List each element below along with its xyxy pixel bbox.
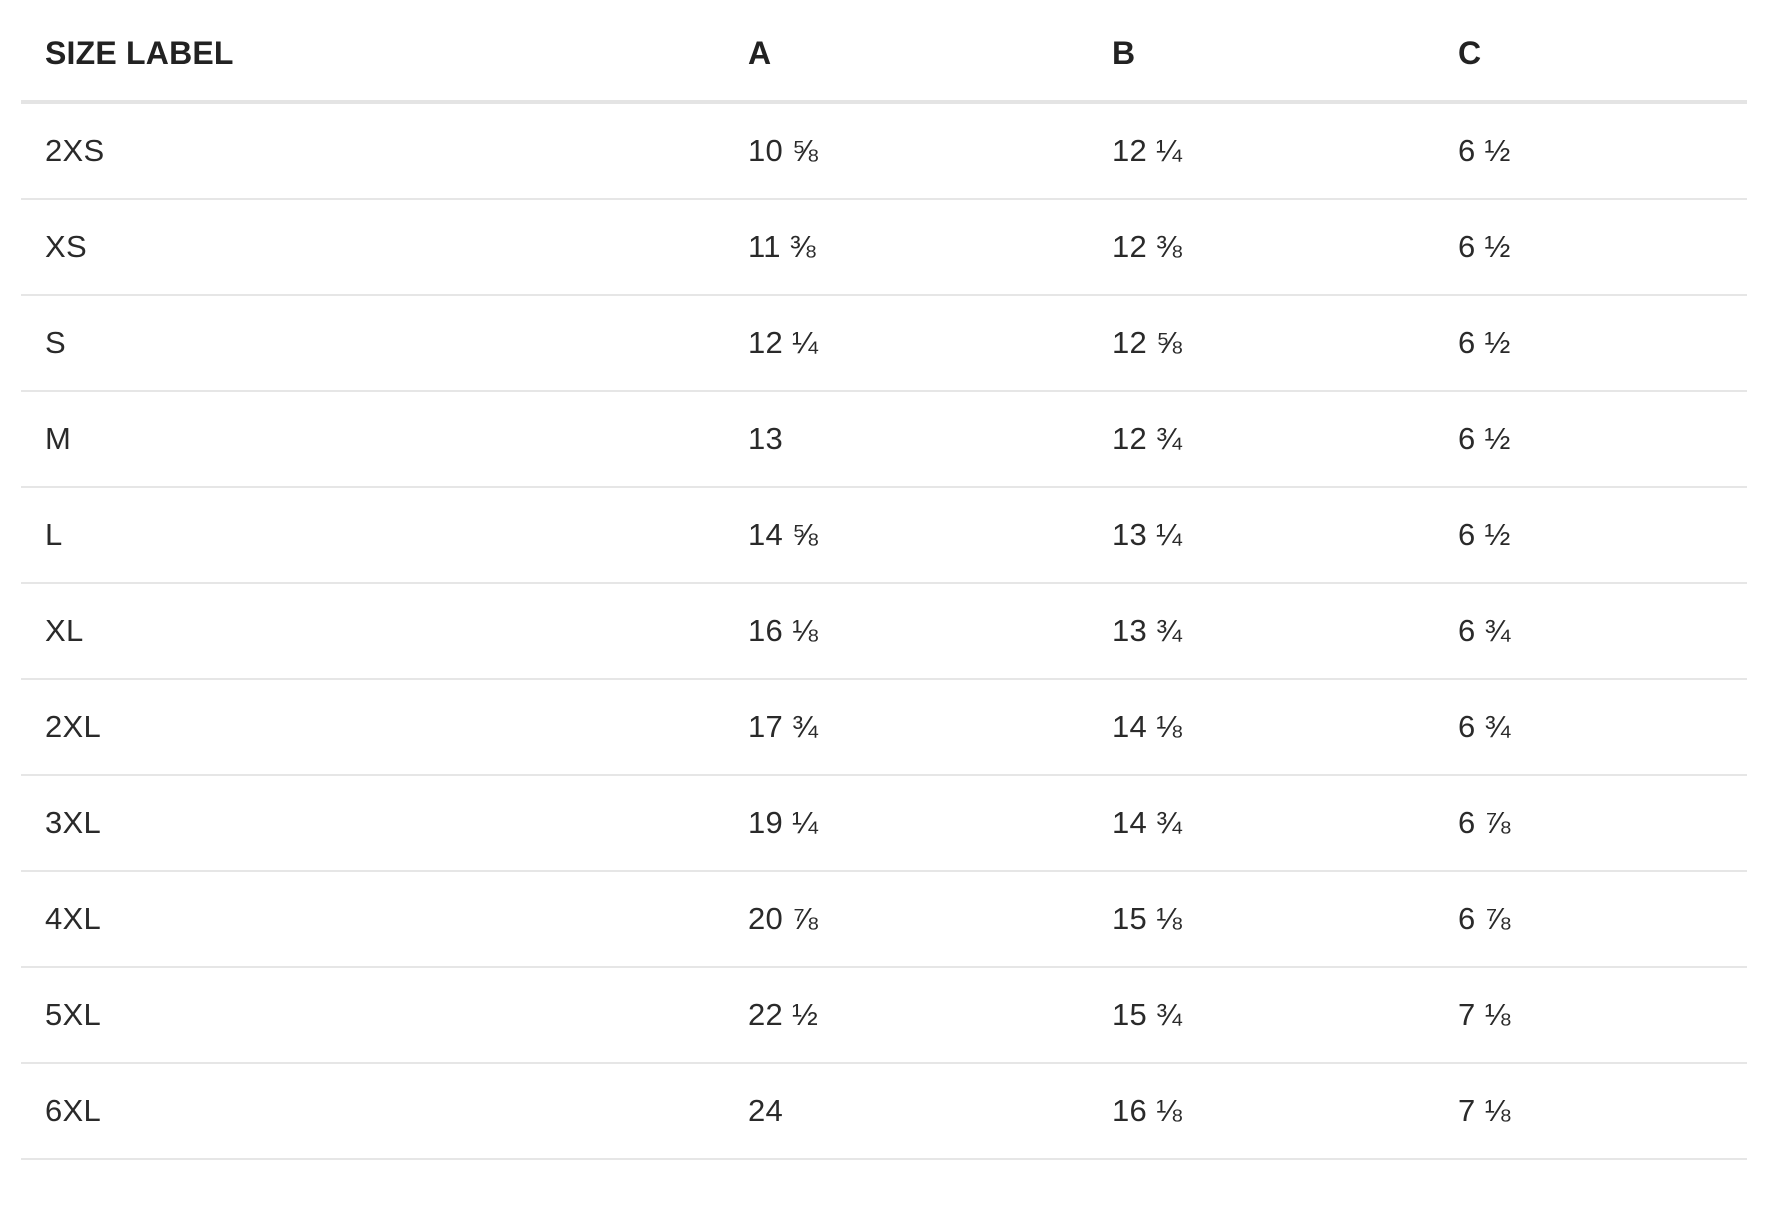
cell-a: 13: [748, 421, 784, 456]
table-row: XS 11 ⅜ 12 ⅜ 6 ½: [21, 200, 1747, 296]
cell-b: 12 ¾: [1112, 421, 1183, 456]
cell-b: 14 ¾: [1112, 805, 1183, 840]
cell-size-label: XL: [45, 613, 84, 648]
cell-size-label: 2XS: [45, 133, 105, 168]
cell-b: 16 ⅛: [1112, 1093, 1183, 1128]
cell-c: 6 ¾: [1458, 613, 1511, 648]
cell-b: 12 ⅜: [1112, 229, 1183, 264]
cell-b: 13 ¼: [1112, 517, 1183, 552]
header-a: A: [748, 34, 772, 71]
cell-size-label: 3XL: [45, 805, 102, 840]
cell-c: 6 ½: [1458, 325, 1511, 360]
cell-c: 6 ⅞: [1458, 805, 1511, 840]
cell-b: 13 ¾: [1112, 613, 1183, 648]
cell-a: 11 ⅜: [748, 229, 816, 264]
cell-size-label: M: [45, 421, 72, 456]
header-b: B: [1112, 34, 1136, 71]
size-chart-table: SIZE LABEL A B C 2XS 10 ⅝ 12 ¼ 6 ½ XS 11…: [21, 0, 1747, 1160]
cell-size-label: 6XL: [45, 1093, 102, 1128]
cell-a: 22 ½: [748, 997, 819, 1032]
cell-b: 14 ⅛: [1112, 709, 1183, 744]
cell-c: 6 ½: [1458, 517, 1511, 552]
cell-a: 14 ⅝: [748, 517, 819, 552]
cell-b: 15 ¾: [1112, 997, 1183, 1032]
cell-c: 7 ⅛: [1458, 1093, 1511, 1128]
cell-b: 12 ⅝: [1112, 325, 1183, 360]
table-row: 2XL 17 ¾ 14 ⅛ 6 ¾: [21, 680, 1747, 776]
cell-a: 12 ¼: [748, 325, 819, 360]
table-row: 3XL 19 ¼ 14 ¾ 6 ⅞: [21, 776, 1747, 872]
cell-size-label: 2XL: [45, 709, 102, 744]
cell-c: 6 ½: [1458, 421, 1511, 456]
table-header-row: SIZE LABEL A B C: [21, 0, 1747, 104]
cell-c: 6 ¾: [1458, 709, 1511, 744]
cell-a: 10 ⅝: [748, 133, 819, 168]
table-row: 5XL 22 ½ 15 ¾ 7 ⅛: [21, 968, 1747, 1064]
cell-size-label: 4XL: [45, 901, 102, 936]
table-row: M 13 12 ¾ 6 ½: [21, 392, 1747, 488]
cell-a: 24: [748, 1093, 784, 1128]
cell-c: 7 ⅛: [1458, 997, 1511, 1032]
cell-size-label: S: [45, 325, 66, 360]
header-size-label: SIZE LABEL: [45, 34, 234, 71]
cell-a: 16 ⅛: [748, 613, 819, 648]
header-c: C: [1458, 34, 1482, 71]
table-row: 2XS 10 ⅝ 12 ¼ 6 ½: [21, 104, 1747, 200]
cell-c: 6 ½: [1458, 133, 1511, 168]
cell-b: 15 ⅛: [1112, 901, 1183, 936]
cell-size-label: XS: [45, 229, 87, 264]
cell-c: 6 ⅞: [1458, 901, 1511, 936]
cell-a: 19 ¼: [748, 805, 819, 840]
table-row: 6XL 24 16 ⅛ 7 ⅛: [21, 1064, 1747, 1160]
cell-a: 17 ¾: [748, 709, 819, 744]
cell-a: 20 ⅞: [748, 901, 819, 936]
cell-c: 6 ½: [1458, 229, 1511, 264]
table-row: L 14 ⅝ 13 ¼ 6 ½: [21, 488, 1747, 584]
table-row: S 12 ¼ 12 ⅝ 6 ½: [21, 296, 1747, 392]
cell-size-label: 5XL: [45, 997, 102, 1032]
cell-b: 12 ¼: [1112, 133, 1183, 168]
cell-size-label: L: [45, 517, 63, 552]
table-row: 4XL 20 ⅞ 15 ⅛ 6 ⅞: [21, 872, 1747, 968]
table-row: XL 16 ⅛ 13 ¾ 6 ¾: [21, 584, 1747, 680]
